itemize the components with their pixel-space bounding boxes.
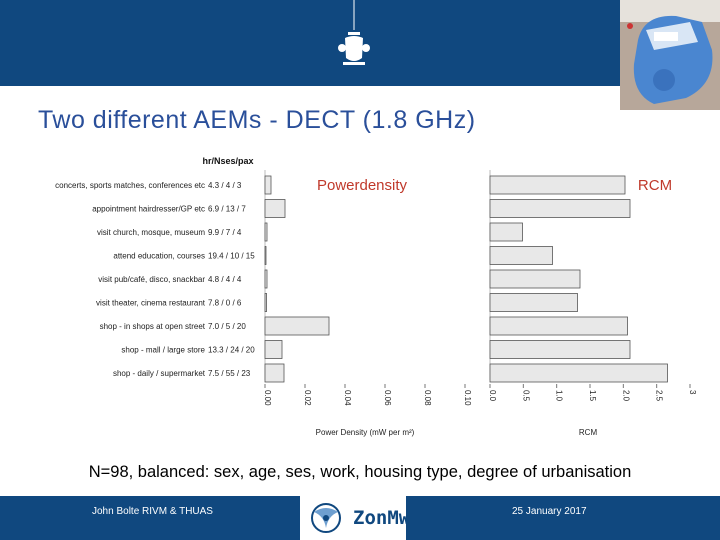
x-tick-label: 0.10	[463, 390, 472, 406]
panel-title: Powerdensity	[317, 177, 408, 194]
bar	[264, 340, 283, 359]
x-tick-label: 0.08	[423, 390, 432, 406]
row-stat-label: 19.4 / 10 / 15	[208, 252, 255, 261]
bar	[264, 316, 330, 336]
x-tick-label: 0.00	[263, 390, 272, 406]
bar	[489, 199, 631, 218]
x-tick-label: 0.06	[383, 390, 392, 406]
panel-title: RCM	[638, 177, 672, 194]
category-label: visit theater, cinema restaurant	[96, 299, 206, 308]
category-label: shop - in shops at open street	[100, 322, 206, 331]
bar	[489, 293, 578, 312]
x-tick-label: 1.5	[588, 390, 597, 402]
footer-date: 25 January 2017	[512, 506, 587, 517]
category-label: visit pub/café, disco, snackbar	[98, 275, 205, 284]
zonmw-emblem-icon	[311, 503, 341, 533]
x-tick-label: 1.0	[555, 390, 564, 402]
column-header: hr/Nses/pax	[202, 156, 253, 166]
row-stat-label: 7.5 / 55 / 23	[208, 369, 251, 378]
row-stat-label: 4.8 / 4 / 4	[208, 275, 242, 284]
x-tick-label: 0.5	[521, 390, 530, 402]
bar	[264, 293, 268, 312]
meter-photo	[620, 0, 720, 110]
bar	[489, 246, 553, 265]
category-label: appointment hairdresser/GP etc	[92, 205, 205, 214]
x-tick-label: 3	[688, 390, 697, 395]
bar	[489, 269, 581, 289]
zonmw-logo-area	[300, 496, 406, 540]
category-label: shop - mall / large store	[121, 346, 205, 355]
bar	[264, 199, 286, 218]
zonmw-logo-text: ZonMw	[353, 507, 411, 529]
x-tick-label: 0.0	[488, 390, 497, 402]
bar	[489, 340, 631, 359]
bar	[489, 222, 523, 242]
bar	[489, 316, 628, 336]
dect-bar-chart: hr/Nses/pax concerts, sports matches, con…	[55, 156, 697, 437]
sample-note: N=98, balanced: sex, age, ses, work, hou…	[88, 463, 632, 481]
x-tick-label: 2.0	[621, 390, 630, 402]
government-crest-icon	[338, 0, 370, 65]
x-axis-label: RCM	[579, 428, 598, 437]
category-label: attend education, courses	[113, 252, 205, 261]
slide-title: Two different AEMs - DECT (1.8 GHz)	[38, 106, 476, 134]
row-stat-label: 4.3 / 4 / 3	[208, 181, 242, 190]
category-label: shop - daily / supermarket	[113, 369, 206, 378]
bar	[489, 175, 626, 195]
bar	[264, 246, 267, 265]
category-label: concerts, sports matches, conferences et…	[55, 181, 205, 190]
row-stat-label: 7.0 / 5 / 20	[208, 322, 246, 331]
category-label: visit church, mosque, museum	[97, 228, 205, 237]
bar	[264, 222, 268, 242]
row-stat-label: 6.9 / 13 / 7	[208, 205, 246, 214]
x-tick-label: 0.04	[343, 390, 352, 406]
footer-author: John Bolte RIVM & THUAS	[92, 506, 213, 517]
bar	[264, 363, 285, 383]
row-stat-label: 7.8 / 0 / 6	[208, 299, 242, 308]
bar	[264, 269, 268, 289]
x-tick-label: 0.02	[303, 390, 312, 406]
bar	[489, 363, 668, 383]
row-stat-label: 13.3 / 24 / 20	[208, 346, 255, 355]
row-stat-label: 9.9 / 7 / 4	[208, 228, 242, 237]
bar	[264, 175, 272, 195]
x-tick-label: 2.5	[655, 390, 664, 402]
x-axis-label: Power Density (mW per m²)	[316, 428, 415, 437]
